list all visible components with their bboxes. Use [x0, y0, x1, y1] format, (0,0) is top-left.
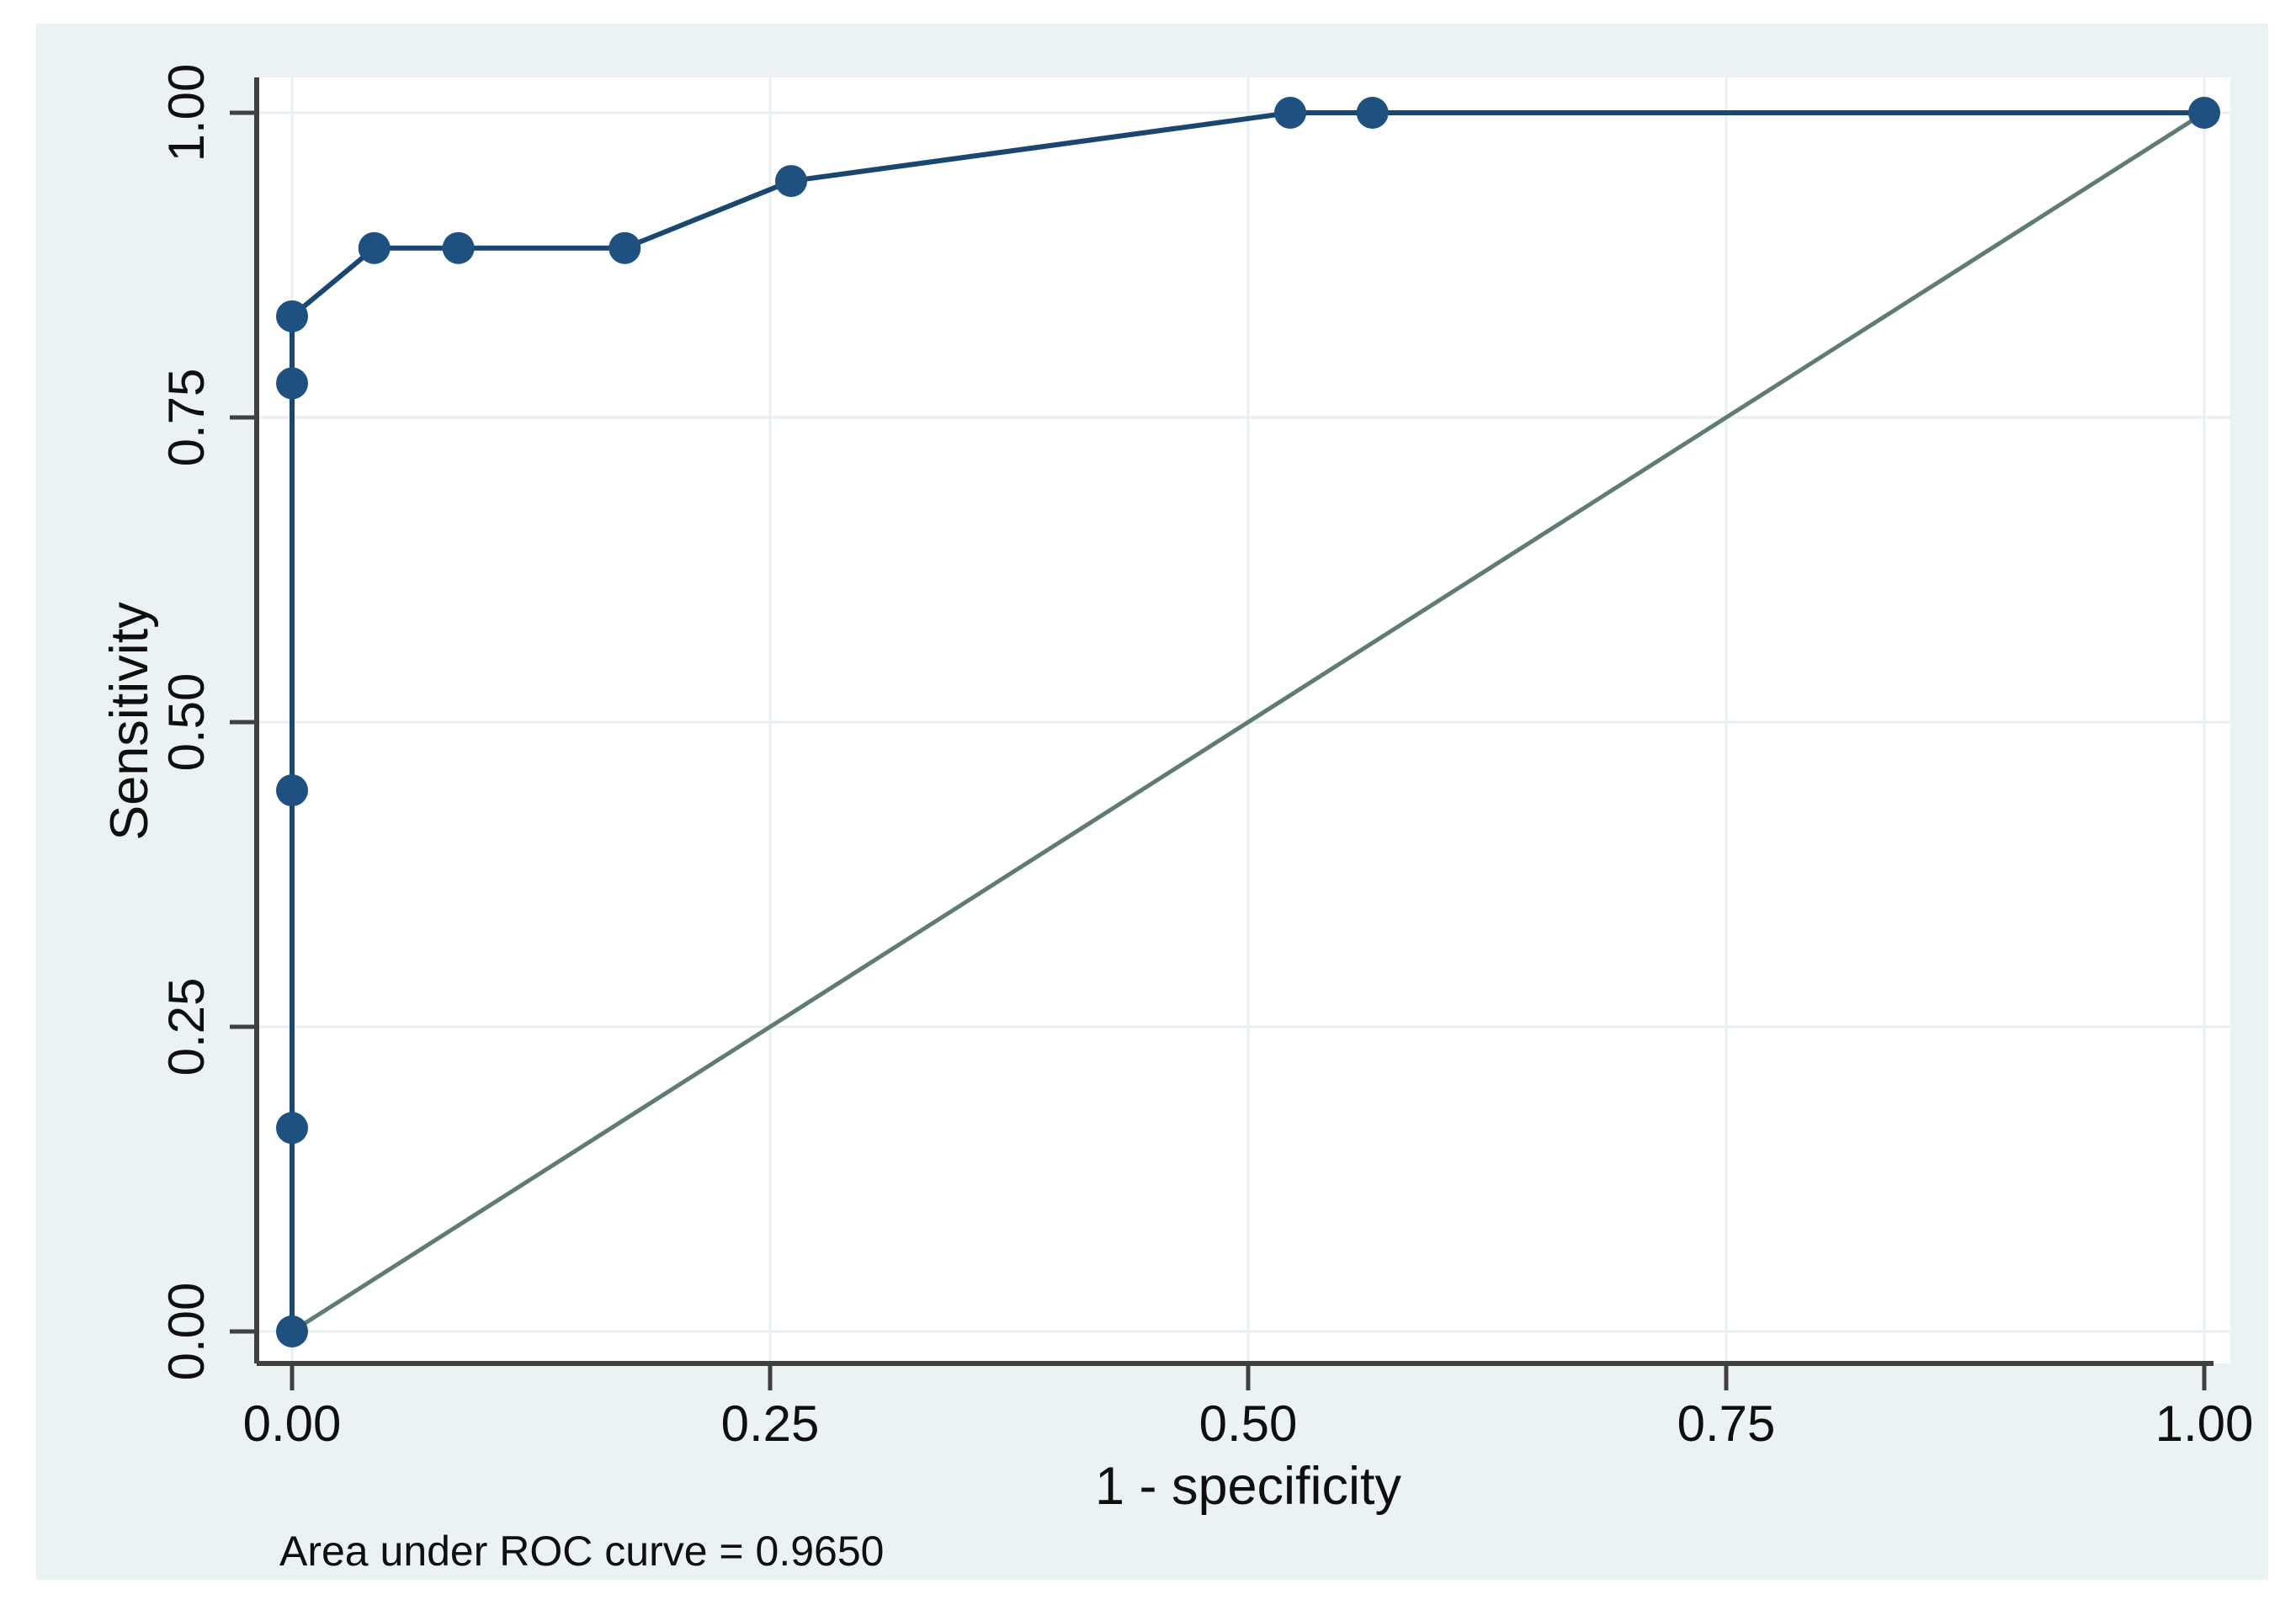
roc-data-point: [1273, 97, 1306, 129]
roc-data-point: [2188, 97, 2220, 129]
roc-data-point: [774, 165, 807, 198]
x-axis-title: 1 - specificity: [1095, 1457, 1402, 1516]
x-tick-label: 1.00: [2155, 1395, 2254, 1452]
x-tick-label: 0.75: [1677, 1395, 1776, 1452]
plot-area: [257, 77, 2230, 1363]
roc-data-point: [609, 231, 641, 264]
y-axis-title: Sensitivity: [100, 602, 159, 841]
roc-data-point: [276, 1315, 308, 1347]
roc-data-point: [276, 300, 308, 332]
x-tick-label: 0.25: [721, 1395, 820, 1452]
roc-data-point: [442, 231, 475, 264]
y-tick-label: 0.25: [158, 978, 215, 1076]
roc-data-point: [276, 367, 308, 400]
auc-caption: Area under ROC curve = 0.9650: [279, 1528, 884, 1575]
roc-data-point: [358, 231, 391, 264]
y-tick-label: 0.75: [158, 369, 215, 467]
y-tick-label: 1.00: [158, 64, 215, 162]
roc-data-point: [1356, 97, 1389, 129]
tick-label-layer: 0.00 0.25 0.50 0.75 1.00 0.00 0.25 0.50 0.75 1.00: [158, 64, 2253, 1452]
roc-data-point: [276, 1112, 308, 1145]
series-layer: [276, 97, 2220, 1347]
axis-layer: [230, 77, 2214, 1390]
y-tick-label: 0.50: [158, 673, 215, 772]
x-tick-label: 0.00: [243, 1395, 342, 1452]
y-tick-label: 0.00: [158, 1283, 215, 1381]
roc-data-point: [276, 774, 308, 807]
x-tick-label: 0.50: [1199, 1395, 1298, 1452]
reference-line: [290, 110, 2207, 1334]
